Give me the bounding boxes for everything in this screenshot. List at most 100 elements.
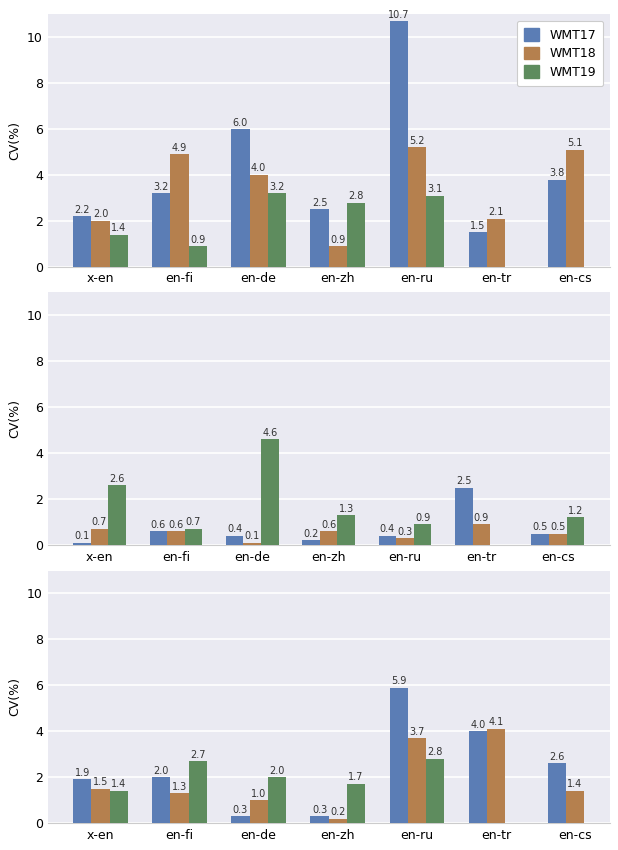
Bar [302, 541, 320, 545]
Bar [167, 531, 185, 545]
Bar [347, 784, 365, 823]
Text: 6.0: 6.0 [233, 117, 248, 128]
Bar [231, 129, 250, 267]
Bar [108, 485, 126, 545]
Text: 2.0: 2.0 [154, 766, 169, 775]
Text: 5.1: 5.1 [567, 139, 583, 148]
Text: 5.9: 5.9 [391, 676, 406, 686]
Text: 3.2: 3.2 [154, 182, 169, 192]
Text: 1.4: 1.4 [567, 779, 583, 790]
Text: 1.4: 1.4 [111, 779, 126, 790]
Text: 2.8: 2.8 [349, 191, 363, 201]
Text: 2.2: 2.2 [75, 205, 90, 215]
Bar [531, 534, 549, 545]
Bar [549, 534, 567, 545]
Bar [91, 221, 109, 267]
Text: 2.7: 2.7 [190, 750, 206, 760]
Text: 4.0: 4.0 [470, 720, 485, 729]
Text: 2.5: 2.5 [312, 198, 328, 208]
Bar [567, 518, 584, 545]
Text: 4.6: 4.6 [262, 428, 277, 438]
Text: 0.5: 0.5 [533, 522, 548, 532]
Text: 2.0: 2.0 [269, 766, 284, 775]
Bar [396, 538, 414, 545]
Bar [226, 536, 243, 545]
Text: 1.0: 1.0 [251, 789, 266, 798]
Bar [152, 194, 171, 267]
Text: 2.6: 2.6 [109, 473, 125, 484]
Bar [566, 791, 584, 823]
Text: 0.3: 0.3 [397, 526, 413, 536]
Text: 2.1: 2.1 [488, 207, 504, 217]
Text: 0.7: 0.7 [92, 518, 107, 527]
Bar [73, 542, 91, 545]
Text: 1.5: 1.5 [93, 777, 108, 787]
Bar [250, 175, 268, 267]
Text: 1.9: 1.9 [75, 768, 90, 778]
Text: 0.5: 0.5 [550, 522, 565, 532]
Text: 0.4: 0.4 [227, 524, 242, 534]
Text: 1.2: 1.2 [568, 506, 583, 516]
Bar [261, 439, 279, 545]
Text: 0.4: 0.4 [380, 524, 395, 534]
Text: 10.7: 10.7 [388, 9, 409, 20]
Bar [389, 688, 408, 823]
Text: 1.5: 1.5 [470, 221, 485, 231]
Text: 2.0: 2.0 [93, 209, 108, 219]
Text: 0.7: 0.7 [186, 518, 201, 527]
Y-axis label: CV(%): CV(%) [8, 400, 22, 439]
Bar [408, 738, 426, 823]
Bar [329, 246, 347, 267]
Text: 2.8: 2.8 [427, 747, 442, 757]
Text: 2.6: 2.6 [549, 751, 564, 762]
Bar [310, 816, 329, 823]
Bar [268, 777, 286, 823]
Text: 1.7: 1.7 [349, 773, 363, 783]
Bar [188, 246, 207, 267]
Bar [473, 524, 490, 545]
Bar [310, 209, 329, 267]
Text: 3.2: 3.2 [269, 182, 284, 192]
Text: 1.4: 1.4 [111, 224, 126, 233]
Text: 1.3: 1.3 [339, 503, 354, 513]
Text: 0.9: 0.9 [474, 513, 489, 523]
Bar [414, 524, 431, 545]
Bar [389, 21, 408, 267]
Text: 0.2: 0.2 [303, 529, 319, 539]
Bar [337, 515, 355, 545]
Bar [468, 731, 487, 823]
Bar [487, 218, 505, 267]
Bar [171, 155, 188, 267]
Text: 0.9: 0.9 [190, 235, 205, 245]
Text: 0.6: 0.6 [151, 519, 166, 530]
Text: 0.3: 0.3 [233, 805, 248, 814]
Text: 0.9: 0.9 [330, 235, 345, 245]
Bar [185, 529, 202, 545]
Bar [250, 800, 268, 823]
Bar [109, 791, 128, 823]
Bar [487, 729, 505, 823]
Text: 0.2: 0.2 [330, 807, 345, 817]
Y-axis label: CV(%): CV(%) [8, 121, 22, 160]
Bar [91, 529, 108, 545]
Text: 1.3: 1.3 [172, 782, 187, 791]
Bar [548, 179, 566, 267]
Bar [171, 793, 188, 823]
Bar [268, 194, 286, 267]
Text: 3.7: 3.7 [409, 727, 425, 737]
Bar [320, 531, 337, 545]
Legend: WMT17, WMT18, WMT19: WMT17, WMT18, WMT19 [517, 20, 603, 87]
Bar [243, 542, 261, 545]
Text: 4.0: 4.0 [251, 163, 266, 173]
Bar [408, 148, 426, 267]
Bar [455, 488, 473, 545]
Text: 3.1: 3.1 [428, 184, 442, 194]
Text: 0.6: 0.6 [321, 519, 336, 530]
Bar [426, 759, 444, 823]
Bar [152, 777, 171, 823]
Text: 0.9: 0.9 [415, 513, 430, 523]
Bar [329, 819, 347, 823]
Text: 5.2: 5.2 [409, 136, 425, 146]
Text: 2.5: 2.5 [456, 476, 472, 486]
Bar [73, 217, 91, 267]
